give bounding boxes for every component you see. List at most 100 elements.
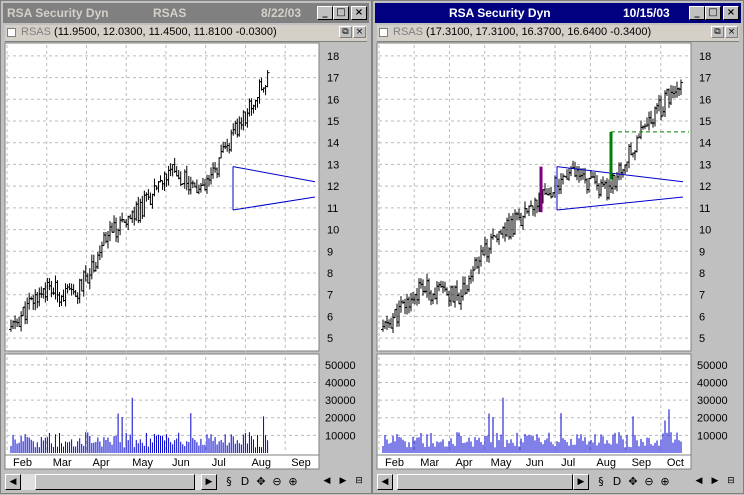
scroll-thumb[interactable]	[397, 474, 573, 490]
price-tick-label: 5	[699, 333, 705, 345]
price-tick-label: 5	[327, 333, 333, 345]
price-tick-label: 15	[327, 116, 339, 128]
month-label: Jul	[212, 457, 226, 469]
horizontal-scrollbar[interactable]: ◀ ▶ § D ✥ ⊖ ⊕ ◀ ▶ ⊟	[5, 472, 369, 492]
month-label: Jun	[172, 457, 190, 469]
quote-values: (17.3100, 17.3100, 16.3700, 16.6400 -0.3…	[426, 26, 652, 38]
close-button[interactable]: ×	[351, 6, 367, 20]
price-tick-label: 17	[327, 73, 339, 85]
triangle-upper-line	[556, 166, 684, 183]
pane-icon	[7, 28, 16, 37]
month-label: May	[491, 457, 512, 469]
volume-tick-label: 50000	[697, 360, 728, 372]
triangle-lower-line	[232, 196, 316, 211]
horizontal-scrollbar[interactable]: ◀ ▶ § D ✥ ⊖ ⊕ ◀ ▶ ⊟	[377, 472, 741, 492]
price-tick-label: 16	[327, 94, 339, 106]
quote-symbol: RSAS	[393, 26, 423, 38]
scroll-end-icon[interactable]: ⊟	[351, 474, 367, 490]
pane-close-button[interactable]: ×	[353, 26, 366, 38]
quote-bar: RSAS (11.9500, 12.0300, 11.4500, 11.8100…	[5, 25, 367, 42]
window-title-bar[interactable]: RSA Security Dyn RSAS 8/22/03 _ □ ×	[3, 3, 369, 23]
pane-close-button[interactable]: ×	[725, 26, 738, 38]
month-label: Feb	[13, 457, 32, 469]
link-icon[interactable]: §	[598, 475, 604, 488]
price-tick-label: 9	[699, 246, 705, 258]
window-symbol: RSAS	[153, 6, 187, 20]
price-tick-label: 11	[327, 203, 338, 215]
window-title-bar[interactable]: RSA Security Dyn 10/15/03 _ □ ×	[375, 3, 741, 23]
month-label: Apr	[92, 457, 109, 469]
scroll-next-icon[interactable]: ▶	[335, 474, 351, 490]
month-label: Apr	[455, 457, 472, 469]
month-label: Feb	[385, 457, 404, 469]
price-tick-label: 16	[699, 94, 711, 106]
month-label: Oct	[667, 457, 684, 469]
maximize-button[interactable]: □	[705, 6, 721, 20]
quote-values: (11.9500, 12.0300, 11.4500, 11.8100 -0.0…	[54, 26, 277, 38]
chart-window-2[interactable]: RSA Security Dyn 10/15/03 _ □ × RSAS (17…	[372, 0, 744, 494]
price-pane	[4, 42, 320, 352]
month-label: Aug	[596, 457, 616, 469]
link-icon[interactable]: §	[226, 475, 232, 488]
data-icon[interactable]: D	[612, 475, 622, 488]
move-icon[interactable]: ✥	[256, 475, 266, 488]
scroll-left-button[interactable]: ◀	[5, 474, 21, 490]
price-volume-chart[interactable]: 18 17 16 15 14 13 12 11 10 9 8 7 6 5 50000 40000 30000 20…	[1, 1, 373, 495]
price-tick-label: 13	[327, 159, 339, 171]
window-title: RSA Security Dyn	[7, 6, 109, 20]
price-tick-label: 6	[327, 311, 333, 323]
date-axis	[4, 454, 320, 470]
price-tick-label: 7	[327, 290, 333, 302]
price-tick-label: 7	[699, 290, 705, 302]
maximize-button[interactable]: □	[333, 6, 349, 20]
zoom-in-icon[interactable]: ⊕	[660, 475, 670, 488]
volume-tick-label: 10000	[325, 430, 356, 442]
zoom-in-icon[interactable]: ⊕	[288, 475, 298, 488]
move-icon[interactable]: ✥	[628, 475, 638, 488]
volume-tick-label: 50000	[325, 360, 356, 372]
window-title: RSA Security Dyn	[449, 6, 551, 20]
zoom-out-icon[interactable]: ⊖	[272, 475, 282, 488]
month-label: Jul	[561, 457, 575, 469]
scroll-left-button[interactable]: ◀	[377, 474, 393, 490]
volume-tick-label: 10000	[697, 430, 728, 442]
pane-restore-button[interactable]: ⧉	[339, 26, 352, 38]
scroll-next-icon[interactable]: ▶	[707, 474, 723, 490]
scroll-prev-icon[interactable]: ◀	[319, 474, 335, 490]
close-button[interactable]: ×	[723, 6, 739, 20]
volume-tick-label: 30000	[697, 395, 728, 407]
price-tick-label: 14	[327, 138, 339, 150]
price-tick-label: 8	[699, 268, 705, 280]
price-tick-label: 12	[327, 181, 339, 193]
scroll-right-button[interactable]: ▶	[573, 474, 589, 490]
price-tick-label: 17	[699, 73, 711, 85]
chart-window-1[interactable]: RSA Security Dyn RSAS 8/22/03 _ □ × RSAS…	[0, 0, 372, 494]
scroll-prev-icon[interactable]: ◀	[691, 474, 707, 490]
price-tick-label: 8	[327, 268, 333, 280]
price-tick-label: 15	[699, 116, 711, 128]
scroll-thumb[interactable]	[35, 474, 195, 490]
triangle-upper-line	[232, 166, 316, 183]
month-label: Sep	[632, 457, 652, 469]
price-tick-label: 10	[327, 225, 339, 237]
quote-symbol: RSAS	[21, 26, 51, 38]
minimize-button[interactable]: _	[317, 6, 333, 20]
volume-tick-label: 30000	[325, 395, 356, 407]
price-tick-label: 6	[699, 311, 705, 323]
minimize-button[interactable]: _	[689, 6, 705, 20]
scroll-end-icon[interactable]: ⊟	[723, 474, 739, 490]
month-label: Mar	[53, 457, 72, 469]
price-tick-label: 11	[699, 203, 710, 215]
price-tick-label: 10	[699, 225, 711, 237]
price-volume-chart[interactable]: 18 17 16 15 14 13 12 11 10 9 8 7 6 5 50000 40000 30000 20…	[373, 1, 744, 495]
data-icon[interactable]: D	[240, 475, 250, 488]
month-label: Jun	[526, 457, 544, 469]
pane-restore-button[interactable]: ⧉	[711, 26, 724, 38]
window-date: 10/15/03	[623, 6, 670, 20]
volume-pane	[376, 353, 692, 456]
volume-tick-label: 20000	[697, 413, 728, 425]
window-date: 8/22/03	[261, 6, 302, 20]
scroll-right-button[interactable]: ▶	[201, 474, 217, 490]
pane-icon	[379, 28, 388, 37]
zoom-out-icon[interactable]: ⊖	[644, 475, 654, 488]
